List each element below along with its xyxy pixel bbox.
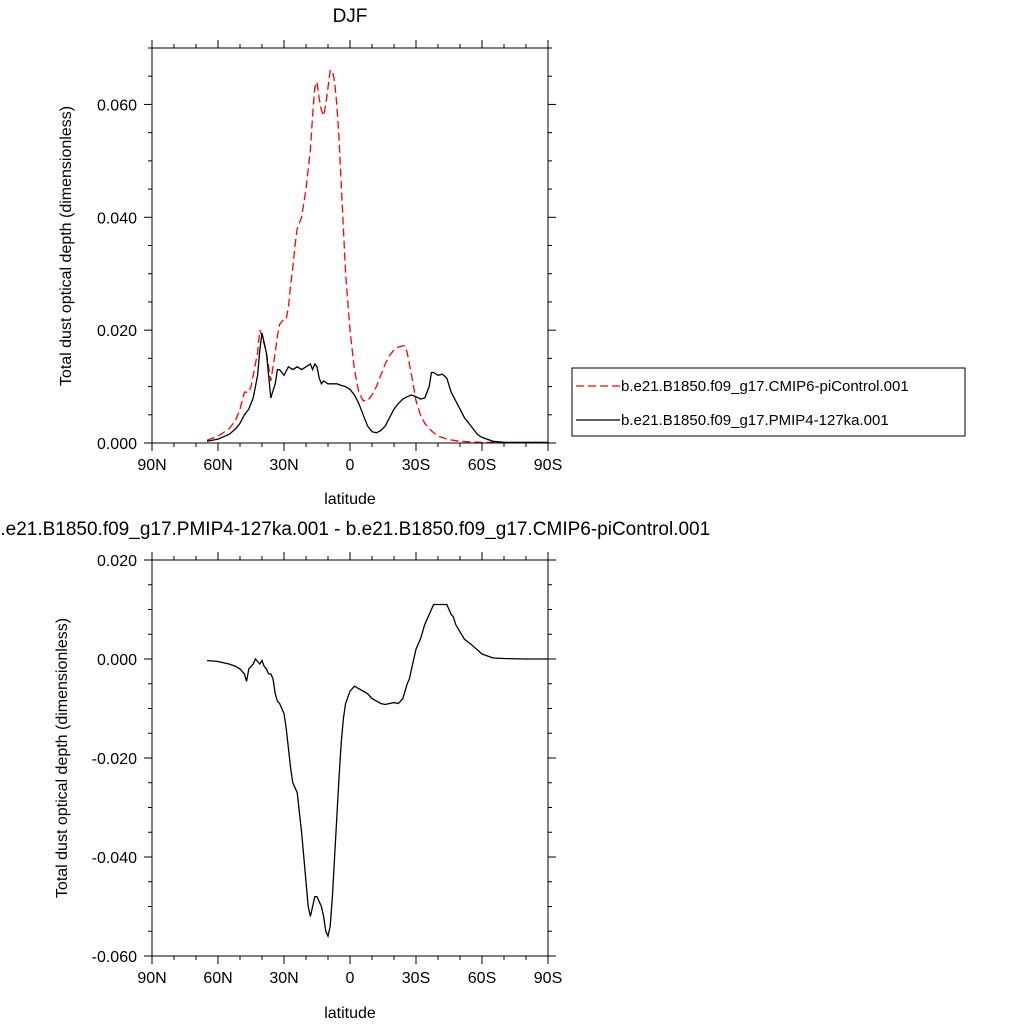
top-xtick-label: 90S	[534, 457, 562, 474]
bottom-xaxis-label: latitude	[324, 1005, 376, 1022]
bottom-ytick-label: 0.000	[97, 652, 137, 669]
top-xtick-label: 30N	[269, 457, 298, 474]
top-series-line-0	[206, 69, 548, 444]
bottom-ytick-label: 0.020	[97, 553, 137, 570]
top-xtick-label: 30S	[402, 457, 430, 474]
legend: b.e21.B1850.f09_g17.CMIP6-piControl.001 …	[571, 367, 966, 437]
top-xtick-label: 0	[346, 457, 355, 474]
top-series-line-1	[206, 332, 548, 444]
legend-label-picontrol: b.e21.B1850.f09_g17.CMIP6-piControl.001	[621, 378, 909, 395]
top-ytick-label: 0.060	[97, 97, 137, 114]
bottom-xtick-label: 90N	[137, 970, 166, 987]
bottom-xtick-label: 30S	[402, 970, 430, 987]
top-yaxis-label: Total dust optical depth (dimensionless)	[58, 106, 75, 386]
bottom-series-line-0	[206, 603, 548, 939]
top-xtick-label: 90N	[137, 457, 166, 474]
bottom-panel-title: b.e21.B1850.f09_g17.PMIP4-127ka.001 - b.…	[0, 519, 710, 540]
legend-box	[571, 367, 966, 437]
top-xtick-label: 60S	[468, 457, 496, 474]
bottom-xtick-label: 60S	[468, 970, 496, 987]
bottom-xtick-label: 90S	[534, 970, 562, 987]
top-plot-frame	[151, 47, 549, 444]
top-ytick-label: 0.040	[97, 210, 137, 227]
bottom-xtick-label: 30N	[269, 970, 298, 987]
bottom-panel: b.e21.B1850.f09_g17.PMIP4-127ka.001 - b.…	[0, 519, 710, 1022]
bottom-yaxis-label: Total dust optical depth (dimensionless)	[54, 618, 71, 898]
top-panel: DJF 90N 60N 30N 0 30S 60S 90S 0.000 0.020 0.040 0.…	[58, 6, 562, 508]
bottom-xtick-label: 60N	[203, 970, 232, 987]
bottom-ytick-label: -0.040	[92, 850, 137, 867]
top-ytick-label: 0.000	[97, 436, 137, 453]
bottom-plot-frame	[151, 559, 549, 957]
bottom-xtick-label: 0	[346, 970, 355, 987]
legend-label-127ka: b.e21.B1850.f09_g17.PMIP4-127ka.001	[621, 412, 889, 429]
top-panel-title: DJF	[333, 6, 368, 27]
top-xtick-label: 60N	[203, 457, 232, 474]
top-xaxis-label: latitude	[324, 491, 376, 508]
bottom-ytick-label: -0.020	[92, 751, 137, 768]
top-ytick-label: 0.020	[97, 323, 137, 340]
bottom-plot-area: 90N 60N 30N 0 30S 60S 90S -0.060 -0.040 -0.020 0.0…	[92, 552, 562, 987]
bottom-ytick-label: -0.060	[92, 949, 137, 966]
top-plot-area: 90N 60N 30N 0 30S 60S 90S 0.000 0.020 0.040 0.060	[97, 40, 562, 474]
